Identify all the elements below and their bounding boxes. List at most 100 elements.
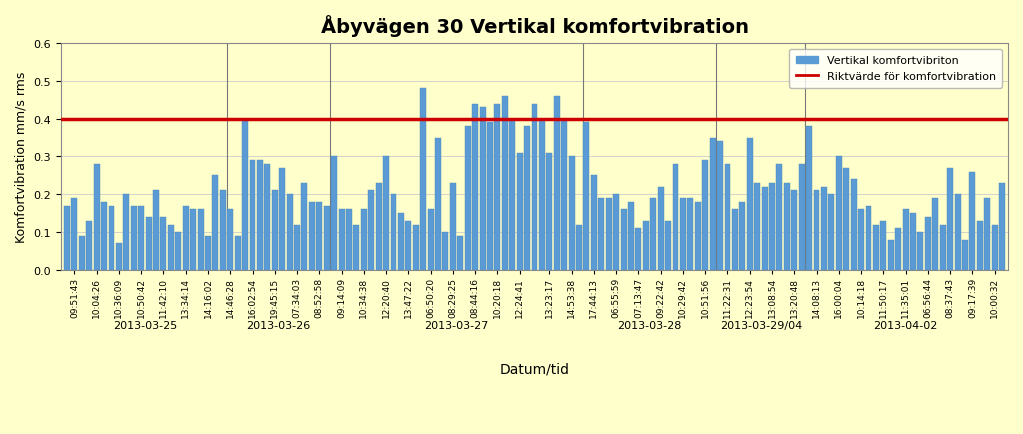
Bar xyxy=(220,191,226,270)
Bar xyxy=(331,157,338,270)
Bar xyxy=(895,229,901,270)
Bar xyxy=(153,191,159,270)
Bar xyxy=(991,225,997,270)
Bar xyxy=(368,191,374,270)
Bar xyxy=(420,89,427,270)
Legend: Vertikal komfortvibriton, Riktvärde för komfortvibration: Vertikal komfortvibriton, Riktvärde för … xyxy=(789,49,1003,89)
Bar xyxy=(487,123,493,270)
Text: 2013-03-28: 2013-03-28 xyxy=(617,320,681,330)
Bar xyxy=(569,157,575,270)
Bar xyxy=(435,138,441,270)
Bar xyxy=(175,233,181,270)
Bar xyxy=(731,210,738,270)
Bar xyxy=(747,138,753,270)
Bar xyxy=(161,217,167,270)
Bar xyxy=(234,236,240,270)
Bar xyxy=(925,217,931,270)
Bar xyxy=(932,199,938,270)
Bar xyxy=(843,168,849,270)
Bar xyxy=(562,119,567,270)
Bar xyxy=(398,214,404,270)
Bar xyxy=(108,206,115,270)
Text: 2013-03-26: 2013-03-26 xyxy=(247,320,311,330)
Bar xyxy=(799,164,805,270)
Text: 2013-03-27: 2013-03-27 xyxy=(425,320,489,330)
Bar xyxy=(294,225,300,270)
Bar xyxy=(680,199,685,270)
Bar xyxy=(999,184,1005,270)
Title: Åbyvägen 30 Vertikal komfortvibration: Åbyvägen 30 Vertikal komfortvibration xyxy=(320,15,749,37)
Bar xyxy=(702,161,708,270)
Bar xyxy=(954,195,961,270)
Bar xyxy=(524,127,530,270)
Bar xyxy=(658,187,664,270)
Bar xyxy=(836,157,842,270)
Bar xyxy=(539,119,545,270)
Bar xyxy=(346,210,352,270)
Bar xyxy=(910,214,916,270)
Bar xyxy=(769,184,775,270)
Bar xyxy=(591,176,596,270)
Bar xyxy=(339,210,345,270)
Bar xyxy=(457,236,463,270)
Bar xyxy=(509,119,516,270)
Bar xyxy=(183,206,188,270)
Bar xyxy=(405,221,411,270)
Bar xyxy=(947,168,953,270)
Bar xyxy=(286,195,293,270)
Bar xyxy=(502,97,507,270)
Bar xyxy=(613,195,619,270)
Bar xyxy=(792,191,797,270)
Bar xyxy=(970,172,975,270)
Bar xyxy=(131,206,137,270)
Bar xyxy=(145,217,151,270)
Bar xyxy=(553,97,560,270)
Bar xyxy=(858,210,864,270)
Bar xyxy=(316,202,322,270)
Bar xyxy=(651,199,656,270)
Bar xyxy=(918,233,924,270)
Bar xyxy=(829,195,835,270)
Bar xyxy=(888,240,894,270)
Text: 2013-03-25: 2013-03-25 xyxy=(113,320,177,330)
Bar xyxy=(776,164,783,270)
Bar xyxy=(546,153,552,270)
Bar xyxy=(984,199,990,270)
Bar xyxy=(72,199,78,270)
Bar xyxy=(309,202,315,270)
Bar xyxy=(873,225,879,270)
Bar xyxy=(64,206,70,270)
Bar xyxy=(361,210,367,270)
Bar xyxy=(302,184,308,270)
Bar xyxy=(635,229,641,270)
Bar xyxy=(806,127,812,270)
Bar xyxy=(576,225,582,270)
Bar xyxy=(583,123,589,270)
Bar xyxy=(710,138,716,270)
Bar xyxy=(190,210,196,270)
Bar xyxy=(94,164,99,270)
Bar xyxy=(279,168,285,270)
Bar xyxy=(628,202,634,270)
Bar xyxy=(257,161,263,270)
Text: 2013-04-02: 2013-04-02 xyxy=(874,320,938,330)
Bar xyxy=(821,187,827,270)
Bar xyxy=(902,210,908,270)
Bar xyxy=(323,206,329,270)
Bar xyxy=(695,202,701,270)
Bar xyxy=(450,184,456,270)
Bar xyxy=(86,221,92,270)
Bar xyxy=(101,202,107,270)
Bar xyxy=(754,184,760,270)
Bar xyxy=(606,199,612,270)
Bar xyxy=(598,199,605,270)
Bar xyxy=(242,119,248,270)
Bar xyxy=(480,108,486,270)
Bar xyxy=(940,225,945,270)
Bar xyxy=(116,244,122,270)
Bar xyxy=(851,180,856,270)
X-axis label: Datum/tid: Datum/tid xyxy=(499,362,570,376)
Bar xyxy=(272,191,277,270)
Bar xyxy=(197,210,204,270)
Bar xyxy=(205,236,211,270)
